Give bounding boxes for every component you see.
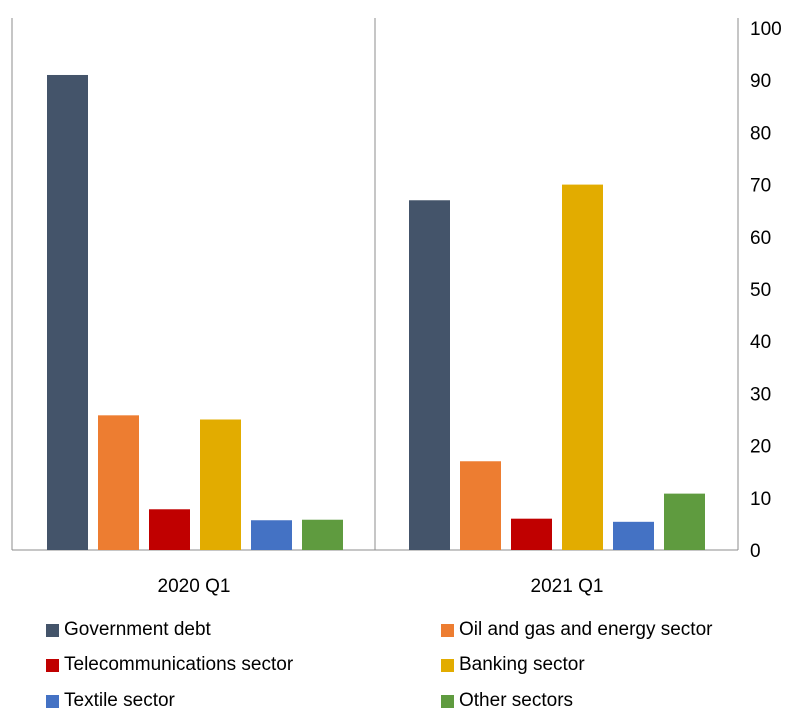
legend-swatch [441, 623, 454, 637]
legend-label: Oil and gas and energy sector [459, 619, 713, 640]
y-tick-label: 40 [750, 332, 771, 353]
bar-other-sectors-0 [302, 519, 343, 550]
legend-label: Other sectors [459, 690, 574, 711]
chart-legend: Government debt Oil and gas and energy se… [0, 612, 807, 718]
x-category-label: 2020 Q1 [158, 576, 231, 597]
legend-item: Oil and gas and energy sector [441, 619, 713, 641]
y-tick-label: 20 [750, 437, 771, 458]
y-tick-label: 30 [750, 384, 771, 405]
y-tick-label: 100 [750, 19, 782, 40]
bar-telecommunications-sector-1 [511, 518, 552, 550]
legend-swatch [441, 658, 454, 672]
legend-swatch [46, 694, 59, 708]
x-category-label: 2021 Q1 [531, 576, 604, 597]
y-axis-ticks: 0 10 20 30 40 50 60 70 80 90 100 [750, 19, 782, 562]
bar-oil-and-gas-and-energy-sector-1 [460, 461, 501, 550]
y-tick-label: 0 [750, 541, 761, 562]
legend-label: Telecommunications sector [64, 654, 294, 675]
bar-other-sectors-1 [664, 493, 705, 550]
legend-item: Government debt [46, 619, 211, 641]
y-tick-label: 10 [750, 489, 771, 510]
y-tick-label: 60 [750, 228, 771, 249]
chart-bars [47, 74, 705, 550]
bar-chart: 0 10 20 30 40 50 60 70 80 90 100 2020 Q1 2021 Q1 [11, 18, 782, 597]
y-tick-label: 80 [750, 123, 771, 144]
y-tick-label: 90 [750, 71, 771, 92]
y-tick-label: 70 [750, 176, 771, 197]
legend-swatch [46, 658, 59, 672]
bar-banking-sector-1 [562, 184, 603, 550]
bar-government-debt-0 [47, 74, 88, 550]
bar-textile-sector-1 [613, 521, 654, 550]
x-axis-categories: 2020 Q1 2021 Q1 [158, 576, 604, 597]
legend-swatch [46, 623, 59, 637]
legend-item: Banking sector [441, 654, 585, 676]
bar-banking-sector-0 [200, 419, 241, 550]
bar-government-debt-1 [409, 200, 450, 550]
bar-oil-and-gas-and-energy-sector-0 [98, 415, 139, 550]
bar-telecommunications-sector-0 [149, 509, 190, 550]
legend-item: Textile sector [46, 690, 175, 712]
legend-label: Government debt [64, 619, 211, 640]
legend-swatch [441, 694, 454, 708]
legend-label: Textile sector [64, 690, 175, 711]
legend-item: Other sectors [441, 690, 573, 712]
legend-item: Telecommunications sector [46, 654, 293, 676]
legend-label: Banking sector [459, 654, 585, 675]
bar-textile-sector-0 [251, 520, 292, 550]
y-tick-label: 50 [750, 280, 771, 301]
